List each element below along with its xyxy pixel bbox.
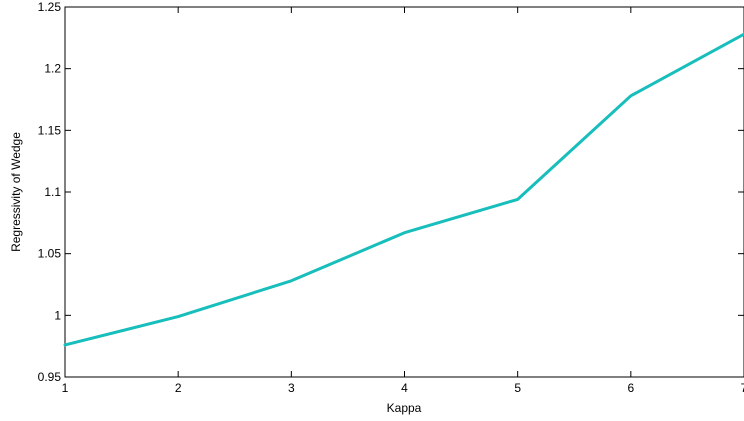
x-tick-label: 1: [62, 381, 69, 395]
y-axis-ticks: 0.95 1 1.05 1.1 1.15 1.2 1.25: [38, 0, 744, 384]
x-tick-label: 3: [288, 381, 295, 395]
y-tick-label: 1.05: [38, 247, 62, 261]
y-axis-label: Regressivity of Wedge: [9, 132, 23, 252]
y-tick-label: 1.1: [44, 185, 61, 199]
y-tick-label: 1.2: [44, 62, 61, 76]
plot-frame: [64, 6, 744, 378]
y-tick-label: 1.25: [38, 0, 62, 14]
series-layer: [63, 32, 744, 347]
x-tick-label: 4: [401, 381, 408, 395]
x-tick-label: 6: [627, 381, 634, 395]
series-line: [63, 32, 744, 347]
x-tick-label: 7: [741, 381, 744, 395]
y-tick-label: 1: [54, 308, 61, 322]
y-tick-label: 1.15: [38, 123, 62, 137]
y-tick-label: 0.95: [38, 370, 62, 384]
x-tick-label: 5: [514, 381, 521, 395]
x-tick-label: 2: [175, 381, 182, 395]
x-axis-ticks: 1 2 3 4 5 6 7: [62, 7, 744, 395]
x-axis-label: Kappa: [387, 401, 422, 415]
